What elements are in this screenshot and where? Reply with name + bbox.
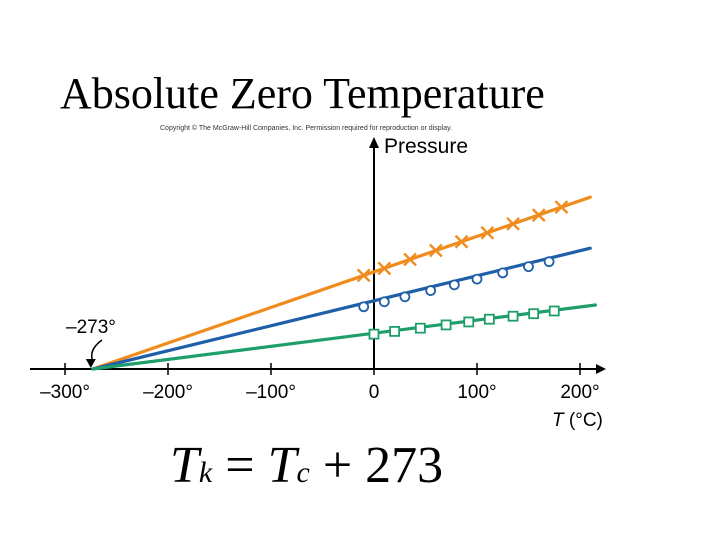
- data-point-x-marker: [356, 268, 371, 283]
- x-axis-label-symbol: T: [552, 410, 565, 431]
- kelvin-celsius-formula: Tk = Tc + 273: [170, 436, 443, 495]
- series-lines: [91, 195, 598, 371]
- data-point-stroke: [356, 268, 371, 283]
- x-tick-label: –200°: [143, 382, 193, 403]
- formula-rhs-subscript: c: [296, 456, 310, 489]
- data-point-x-marker: [377, 261, 392, 276]
- data-point-x-marker: [480, 225, 495, 240]
- data-point-stroke: [531, 208, 546, 222]
- data-point-circle-marker: [471, 273, 483, 285]
- y-axis-arrow: [369, 137, 379, 148]
- data-point-circle-marker: [425, 285, 437, 296]
- absolute-zero-arrowhead: [85, 359, 96, 368]
- data-point-circle-marker: [543, 256, 555, 268]
- series-line-1: [91, 246, 592, 371]
- x-tick-label: –100°: [246, 382, 296, 403]
- formula-rhs-symbol: T: [267, 437, 297, 494]
- data-point-square-marker: [440, 319, 452, 331]
- x-tick-label: 100°: [457, 382, 496, 403]
- x-axis-label: T (°C): [552, 410, 603, 431]
- data-point-circle-marker: [358, 301, 370, 313]
- formula-lhs-symbol: T: [170, 437, 199, 494]
- data-point-square-marker: [507, 310, 519, 322]
- data-point-circle-marker: [523, 261, 534, 273]
- data-point-square-marker: [368, 328, 380, 340]
- y-axis-label: Pressure: [384, 135, 468, 158]
- copyright-notice: Copyright © The McGraw-Hill Companies, I…: [160, 125, 453, 132]
- data-point-square-marker: [389, 326, 401, 337]
- data-point-square-marker: [463, 316, 475, 328]
- formula-constant: + 273: [309, 437, 444, 494]
- data-point-square-marker: [528, 308, 540, 320]
- data-point-circle-marker: [497, 267, 509, 279]
- data-point-x-marker: [428, 243, 443, 258]
- data-point-x-marker: [554, 200, 569, 214]
- absolute-zero-arrow: [90, 339, 103, 363]
- chart-labels: –300° –200° –100° 0 100° 200° Pressure T (°C) –2…: [40, 135, 603, 431]
- series-line-2: [91, 303, 598, 371]
- data-point-x-marker: [403, 252, 417, 267]
- data-point-stroke: [554, 200, 569, 214]
- x-axis-label-unit: (°C): [564, 410, 603, 431]
- data-point-stroke: [454, 234, 469, 249]
- data-point-stroke: [403, 252, 417, 267]
- absolute-zero-label: –273°: [66, 317, 116, 338]
- data-point-square-marker: [548, 305, 560, 317]
- data-point-square-marker: [414, 322, 426, 334]
- x-tick-label: 0: [369, 382, 380, 403]
- data-point-stroke: [506, 216, 520, 231]
- data-point-x-marker: [506, 216, 520, 231]
- data-point-x-marker: [454, 234, 469, 249]
- formula-equals: =: [212, 437, 268, 494]
- data-point-circle-marker: [378, 296, 390, 308]
- series-line-0: [91, 195, 592, 371]
- data-point-stroke: [480, 225, 495, 240]
- formula-lhs-subscript: k: [198, 456, 213, 489]
- slide-title: Absolute Zero Temperature: [60, 69, 545, 118]
- x-tick-label: 200°: [560, 382, 599, 403]
- x-axis-arrow: [596, 364, 606, 374]
- data-point-stroke: [377, 261, 392, 276]
- data-point-circle-marker: [448, 279, 460, 291]
- series-points: [356, 200, 569, 340]
- data-point-stroke: [428, 243, 443, 258]
- data-point-x-marker: [531, 208, 546, 222]
- data-point-circle-marker: [399, 291, 411, 303]
- x-tick-label: –300°: [40, 382, 90, 403]
- data-point-square-marker: [483, 313, 495, 325]
